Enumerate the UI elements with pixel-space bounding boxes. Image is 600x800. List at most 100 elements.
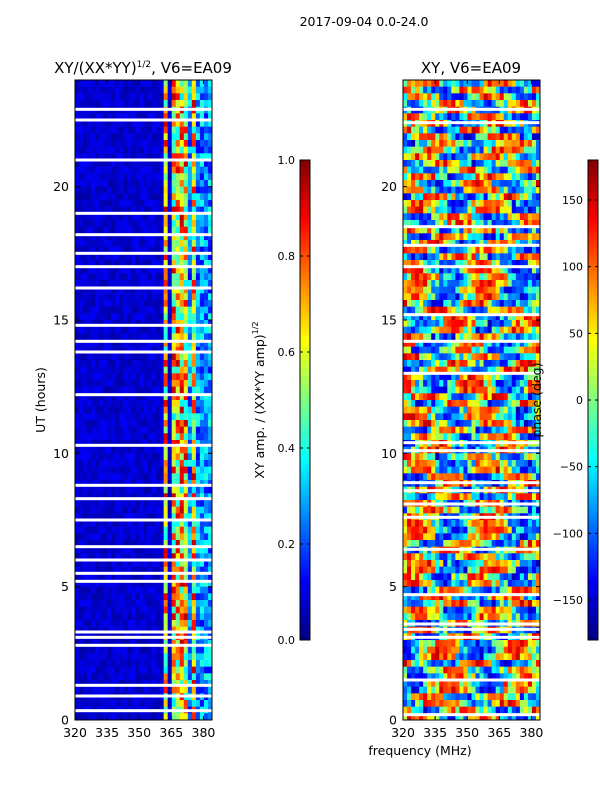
amplitude-heatmap-cell xyxy=(199,206,205,214)
phase-heatmap-cell xyxy=(487,93,493,101)
amplitude-heatmap-cell xyxy=(127,80,133,88)
amplitude-heatmap-cell xyxy=(123,700,128,708)
phase-heatmap-cell xyxy=(523,206,529,214)
phase-heatmap-cell xyxy=(439,373,444,381)
amplitude-heatmap-cell xyxy=(103,680,108,688)
phase-heatmap-cell xyxy=(459,200,465,208)
amplitude-flagged-gap xyxy=(75,323,212,327)
phase-heatmap-cell xyxy=(423,86,428,94)
amplitude-heatmap-cell xyxy=(199,686,205,694)
amplitude-heatmap-cell xyxy=(187,126,193,134)
amplitude-heatmap-cell xyxy=(175,233,181,241)
amplitude-heatmap-cell xyxy=(103,100,108,108)
phase-heatmap-cell xyxy=(427,380,432,388)
phase-heatmap-cell xyxy=(515,326,521,334)
amplitude-heatmap-cell xyxy=(163,306,169,314)
amplitude-heatmap-cell xyxy=(175,506,181,514)
amplitude-heatmap-cell xyxy=(139,646,145,654)
phase-heatmap-cell xyxy=(443,226,448,234)
phase-heatmap-cell xyxy=(515,213,521,221)
amplitude-heatmap-cell xyxy=(99,526,104,534)
phase-heatmap-cell xyxy=(419,373,424,381)
phase-heatmap-cell xyxy=(415,300,420,308)
amplitude-heatmap-cell xyxy=(195,393,201,401)
amplitude-heatmap-cell xyxy=(115,606,120,614)
amplitude-heatmap-cell xyxy=(127,366,133,374)
amplitude-heatmap-cell xyxy=(183,480,189,488)
amplitude-heatmap-cell xyxy=(151,120,157,128)
phase-heatmap-cell xyxy=(523,360,529,368)
amplitude-heatmap-cell xyxy=(159,240,165,248)
amplitude-heatmap-cell xyxy=(127,500,133,508)
amplitude-heatmap-cell xyxy=(127,473,133,481)
phase-heatmap-cell xyxy=(455,80,461,88)
amplitude-heatmap-cell xyxy=(135,300,141,308)
amplitude-heatmap-cell xyxy=(191,373,197,381)
amplitude-heatmap-cell xyxy=(99,386,104,394)
amplitude-heatmap-cell xyxy=(199,100,205,108)
amplitude-heatmap-cell xyxy=(123,320,128,328)
phase-heatmap-cell xyxy=(459,100,465,108)
amplitude-heatmap-cell xyxy=(83,433,88,441)
amplitude-heatmap-cell xyxy=(207,100,212,108)
amplitude-heatmap-cell xyxy=(95,200,100,208)
amplitude-heatmap-cell xyxy=(163,560,169,568)
phase-heatmap-cell xyxy=(435,286,440,294)
amplitude-heatmap-cell xyxy=(99,566,104,574)
amplitude-heatmap-cell xyxy=(187,553,193,561)
amplitude-heatmap-cell xyxy=(195,606,201,614)
phase-heatmap-cell xyxy=(483,206,489,214)
amplitude-heatmap-cell xyxy=(175,373,181,381)
amplitude-heatmap-cell xyxy=(103,193,108,201)
amplitude-heatmap-cell xyxy=(79,533,84,541)
amplitude-heatmap-cell xyxy=(199,526,205,534)
amplitude-heatmap-cell xyxy=(159,100,165,108)
amplitude-heatmap-cell xyxy=(179,113,185,121)
amplitude-heatmap-cell xyxy=(139,213,145,221)
amplitude-heatmap-cell xyxy=(147,306,153,314)
amplitude-heatmap-cell xyxy=(119,533,124,541)
amplitude-heatmap-cell xyxy=(143,413,149,421)
amplitude-heatmap-cell xyxy=(103,80,108,88)
amplitude-heatmap-cell xyxy=(99,426,104,434)
phase-heatmap-cell xyxy=(475,306,481,314)
amplitude-heatmap-cell xyxy=(99,433,104,441)
amplitude-heatmap-cell xyxy=(171,280,177,288)
amplitude-heatmap-cell xyxy=(115,226,120,234)
phase-heatmap-cell xyxy=(471,300,477,308)
phase-heatmap-cell xyxy=(495,180,501,188)
amplitude-colorbar-tick-label: 0.2 xyxy=(278,538,296,551)
phase-heatmap-cell xyxy=(471,246,477,254)
amplitude-heatmap-cell xyxy=(167,113,173,121)
amplitude-heatmap-cell xyxy=(83,666,88,674)
amplitude-heatmap-cell xyxy=(151,320,157,328)
amplitude-heatmap-cell xyxy=(107,473,112,481)
phase-heatmap-cell xyxy=(523,220,529,228)
amplitude-heatmap-cell xyxy=(123,673,128,681)
amplitude-heatmap-cell xyxy=(79,486,84,494)
amplitude-heatmap-cell xyxy=(135,586,141,594)
amplitude-heatmap-cell xyxy=(111,126,116,134)
amplitude-heatmap-cell xyxy=(151,400,157,408)
amplitude-heatmap-cell xyxy=(139,326,145,334)
phase-heatmap-cell xyxy=(503,300,509,308)
amplitude-heatmap-cell xyxy=(107,446,112,454)
amplitude-heatmap-cell xyxy=(107,546,112,554)
amplitude-heatmap-cell xyxy=(207,640,212,648)
amplitude-heatmap-cell xyxy=(199,453,205,461)
phase-heatmap-cell xyxy=(483,126,489,134)
amplitude-heatmap-cell xyxy=(151,86,157,94)
amplitude-heatmap-cell xyxy=(115,120,120,128)
phase-heatmap-cell xyxy=(439,293,444,301)
amplitude-heatmap-cell xyxy=(163,486,169,494)
amplitude-heatmap-cell xyxy=(167,300,173,308)
phase-heatmap-cell xyxy=(411,300,416,308)
amplitude-heatmap-cell xyxy=(199,600,205,608)
amplitude-heatmap-cell xyxy=(119,133,124,141)
amplitude-heatmap-cell xyxy=(135,593,141,601)
phase-heatmap-cell xyxy=(463,366,469,374)
amplitude-heatmap-cell xyxy=(111,453,116,461)
phase-heatmap-cell xyxy=(503,386,509,394)
amplitude-heatmap-cell xyxy=(183,86,189,94)
amplitude-heatmap-cell xyxy=(79,280,84,288)
